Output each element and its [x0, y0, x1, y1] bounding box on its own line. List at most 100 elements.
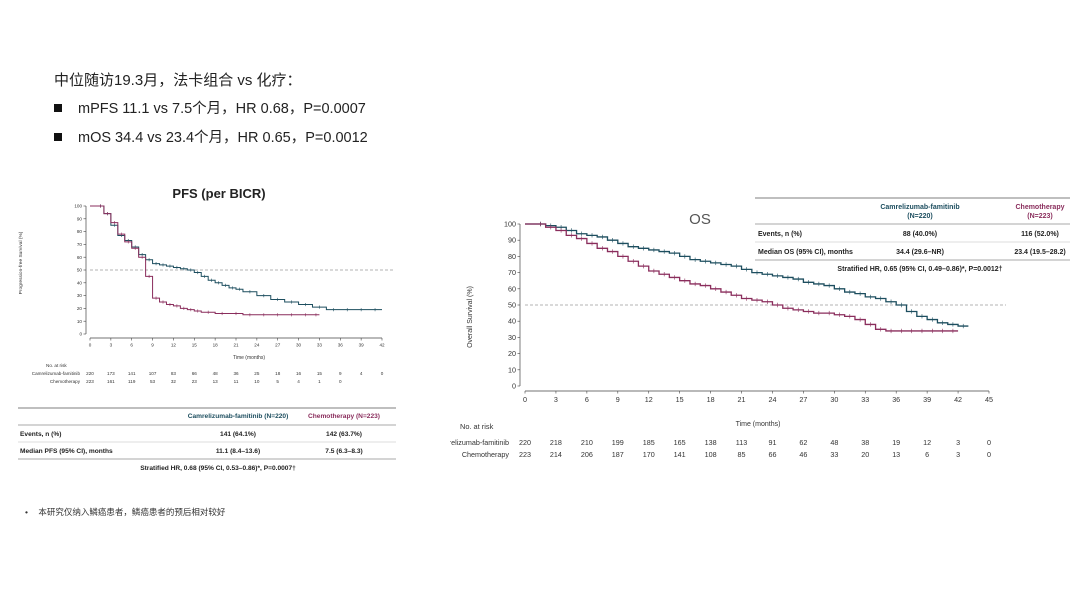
pfs-risk-value: 223 [86, 379, 94, 384]
pfs-risk-value: 0 [339, 379, 342, 384]
pfs-summary-value: 141 (64.1%) [220, 431, 256, 438]
pfs-risk-value: 18 [275, 371, 281, 376]
os-summary-col1-line2: (N=220) [907, 213, 932, 220]
os-risk-value: 91 [768, 438, 776, 447]
os-x-tick-label: 27 [799, 395, 807, 404]
pfs-risk-value: 4 [360, 371, 363, 376]
os-x-tick-label: 15 [676, 395, 684, 404]
os-risk-value: 13 [892, 450, 900, 459]
os-y-tick-label: 80 [508, 252, 516, 261]
os-y-tick-label: 40 [508, 317, 516, 326]
os-risk-value: 223 [519, 450, 531, 459]
footnote-text: 本研究仅纳入鳞癌患者，鳞癌患者的预后相对较好 [38, 507, 226, 517]
pfs-y-label: Progression-free Survival (%) [18, 231, 24, 294]
os-risk-label: No. at risk [460, 422, 494, 431]
os-risk-value: 199 [612, 438, 624, 447]
pfs-risk-value: 66 [192, 371, 198, 376]
os-risk-value: 46 [799, 450, 807, 459]
pfs-x-tick-label: 36 [338, 343, 344, 348]
os-series-chemotherapy [525, 223, 959, 332]
pfs-risk-value: 53 [150, 379, 156, 384]
pfs-risk-value: 220 [86, 371, 94, 376]
pfs-risk-value: 11 [234, 379, 239, 384]
pfs-x-tick-label: 9 [151, 343, 154, 348]
pfs-x-tick-label: 0 [89, 343, 92, 348]
bullet-mpfs-text: mPFS 11.1 vs 7.5个月，HR 0.68，P=0.0007 [78, 101, 366, 117]
pfs-y-tick-label: 100 [74, 204, 82, 209]
pfs-x-tick-label: 6 [130, 343, 133, 348]
footnote: • 本研究仅纳入鳞癌患者，鳞癌患者的预后相对较好 [25, 506, 225, 518]
os-risk-row-name: Camrelizumab-famitinib [450, 438, 509, 447]
pfs-risk-value: 173 [107, 371, 115, 376]
os-y-tick-label: 90 [508, 236, 516, 245]
headline-title: 中位随访19.3月，法卡组合 vs 化疗： [54, 72, 302, 89]
pfs-x-tick-label: 24 [254, 343, 260, 348]
os-summary-col2-line1: Chemotherapy [1015, 204, 1064, 211]
pfs-x-tick-label: 18 [213, 343, 219, 348]
pfs-risk-value: 83 [171, 371, 177, 376]
os-x-tick-label: 45 [985, 395, 993, 404]
os-summary-row-label: Median OS (95% CI), months [758, 249, 853, 256]
os-x-tick-label: 21 [738, 395, 746, 404]
pfs-risk-value: 23 [192, 379, 198, 384]
pfs-x-tick-label: 27 [275, 343, 281, 348]
os-risk-value: 141 [674, 450, 686, 459]
pfs-y-tick-label: 20 [77, 306, 83, 311]
pfs-risk-value: 5 [276, 379, 279, 384]
os-x-tick-label: 9 [616, 395, 620, 404]
square-bullet-icon [54, 132, 62, 141]
pfs-risk-value: 119 [128, 379, 136, 384]
pfs-x-tick-label: 3 [110, 343, 113, 348]
os-risk-value: 62 [799, 438, 807, 447]
pfs-risk-value: 16 [296, 371, 302, 376]
pfs-title: PFS (per BICR) [172, 186, 265, 201]
pfs-risk-value: 32 [171, 379, 177, 384]
os-risk-value: 206 [581, 450, 593, 459]
pfs-y-tick-label: 0 [79, 332, 82, 337]
os-x-tick-label: 6 [585, 395, 589, 404]
pfs-summary-row-label: Median PFS (95% CI), months [20, 448, 113, 455]
pfs-x-tick-label: 15 [192, 343, 198, 348]
pfs-risk-value: 1 [318, 379, 321, 384]
pfs-series-chemotherapy [90, 205, 320, 316]
os-risk-value: 218 [550, 438, 562, 447]
os-risk-value: 138 [705, 438, 717, 447]
bullet-mos-text: mOS 34.4 vs 23.4个月，HR 0.65，P=0.0012 [78, 130, 368, 146]
os-y-tick-label: 70 [508, 268, 516, 277]
os-x-tick-label: 0 [523, 395, 527, 404]
os-risk-value: 210 [581, 438, 593, 447]
pfs-x-tick-label: 42 [379, 343, 385, 348]
os-x-label: Time (months) [736, 421, 781, 428]
pfs-summary-row-label: Events, n (%) [20, 431, 61, 438]
os-risk-value: 85 [738, 450, 746, 459]
os-y-label: Overall Survival (%) [467, 286, 474, 348]
pfs-x-tick-label: 30 [296, 343, 302, 348]
os-summary-col2-line2: (N=223) [1027, 213, 1052, 220]
footnote-bullet-icon: • [25, 507, 28, 517]
os-risk-values: 220 218 210 199 185 165 138 113 91 62 48 38 19 12 3 0 22… [519, 438, 991, 459]
os-risk-value: 220 [519, 438, 531, 447]
os-risk-value: 12 [923, 438, 931, 447]
pfs-summary-col2: Chemotherapy (N=223) [308, 413, 380, 420]
pfs-summary-col1: Camrelizumab-famitinib (N=220) [188, 413, 289, 420]
os-risk-value: 19 [892, 438, 900, 447]
pfs-risk-value: 107 [149, 371, 157, 376]
os-y-tick-label: 50 [508, 301, 516, 310]
os-risk-value: 170 [643, 450, 655, 459]
square-bullet-icon [54, 103, 62, 112]
pfs-x-tick-label: 33 [317, 343, 323, 348]
os-x-tick-label: 12 [645, 395, 653, 404]
os-x-tick-label: 33 [861, 395, 869, 404]
pfs-y-tick-label: 70 [77, 242, 83, 247]
os-risk-value: 108 [705, 450, 717, 459]
pfs-risk-row-name: Camrelizumab-famitinib [32, 371, 81, 376]
pfs-risk-row-name: Chemotherapy [50, 379, 81, 384]
os-risk-value: 6 [925, 450, 929, 459]
pfs-risk-value: 141 [128, 371, 136, 376]
os-series-camrelizumab [525, 223, 969, 327]
os-x-tick-label: 42 [954, 395, 962, 404]
bullet-mos: mOS 34.4 vs 23.4个月，HR 0.65，P=0.0012 [54, 126, 368, 147]
